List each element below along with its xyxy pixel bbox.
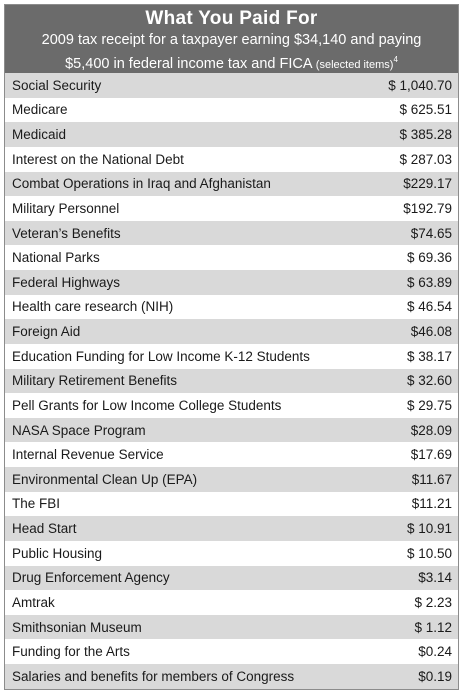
row-label: Amtrak [12, 594, 55, 610]
row-label: Internal Revenue Service [12, 447, 164, 463]
table-row: Veteran’s Benefits $74.65 [5, 220, 458, 246]
table-row: Federal Highways $ 63.89 [5, 270, 458, 295]
row-amount: $ 10.91 [406, 521, 452, 537]
row-label: Military Personnel [12, 200, 120, 216]
row-amount: $ 385.28 [399, 127, 452, 143]
table-row: Pell Grants for Low Income College Stude… [5, 393, 458, 418]
row-amount: $ 1,040.70 [388, 77, 452, 93]
row-amount: $0.24 [418, 644, 452, 660]
table-subtitle-line2: $5,400 in federal income tax and FICA (s… [5, 50, 458, 75]
row-label: Medicaid [12, 127, 67, 143]
table-row: Military Retirement Benefits $ 32.60 [5, 368, 458, 394]
table-row: Public Housing $ 10.50 [5, 541, 458, 566]
table-row: Interest on the National Debt $ 287.03 [5, 147, 458, 172]
table-row: The FBI $11.21 [5, 492, 458, 517]
table-row: Military Personnel $192.79 [5, 196, 458, 221]
row-label: The FBI [12, 496, 61, 512]
row-label: Federal Highways [12, 274, 121, 290]
table-row: Foreign Aid $46.08 [5, 319, 458, 344]
subtitle-line2-text: $5,400 in federal income tax and FICA [65, 55, 312, 72]
row-label: Interest on the National Debt [12, 151, 184, 167]
tax-receipt-table: What You Paid For 2009 tax receipt for a… [4, 4, 459, 690]
row-amount: $28.09 [410, 422, 452, 438]
row-amount: $ 625.51 [399, 102, 452, 118]
subtitle-note: (selected items) [315, 58, 394, 71]
row-amount: $ 1.12 [414, 619, 452, 635]
table-row: Internal Revenue Service $17.69 [5, 442, 458, 467]
table-row: Funding for the Arts $0.24 [5, 639, 458, 664]
row-label: Pell Grants for Low Income College Stude… [12, 397, 282, 413]
row-label: Medicare [12, 102, 68, 118]
table-title: What You Paid For [145, 8, 318, 29]
row-label: Environmental Clean Up (EPA) [12, 471, 198, 487]
row-label: Head Start [12, 521, 77, 537]
row-label: NASA Space Program [12, 422, 146, 438]
row-amount: $ 46.54 [406, 299, 452, 315]
table-row: Health care research (NIH) $ 46.54 [5, 295, 458, 320]
table-body: Social Security $ 1,040.70 Medicare $ 625.5… [5, 73, 458, 689]
table-row: Environmental Clean Up (EPA) $11.67 [5, 467, 458, 492]
row-amount: $11.67 [411, 471, 452, 487]
table-row: National Parks $ 69.36 [5, 245, 458, 270]
row-amount: $ 69.36 [406, 250, 452, 266]
table-row: Drug Enforcement Agency $3.14 [5, 565, 458, 591]
table-row: Head Start $ 10.91 [5, 516, 458, 541]
row-label: Foreign Aid [12, 324, 81, 340]
table-row: NASA Space Program $28.09 [5, 417, 458, 443]
row-label: Public Housing [12, 545, 103, 561]
row-amount: $ 29.75 [406, 397, 452, 413]
row-label: Drug Enforcement Agency [12, 570, 170, 586]
row-amount: $3.14 [418, 570, 452, 586]
row-amount: $229.17 [403, 176, 452, 192]
table-subtitle-line1: 2009 tax receipt for a taxpayer earning … [41, 32, 422, 48]
row-label: National Parks [12, 250, 100, 266]
table-row: Amtrak $ 2.23 [5, 590, 458, 615]
footnote-marker: 4 [393, 55, 398, 64]
row-amount: $17.69 [410, 447, 452, 463]
row-label: Funding for the Arts [12, 644, 130, 660]
row-amount: $ 10.50 [406, 545, 452, 561]
row-label: Veteran’s Benefits [12, 225, 121, 241]
row-amount: $ 63.89 [406, 274, 452, 290]
table-row: Medicare $ 625.51 [5, 98, 458, 123]
row-amount: $ 32.60 [406, 373, 452, 389]
table-header: What You Paid For 2009 tax receipt for a… [5, 5, 458, 73]
row-amount: $192.79 [403, 200, 452, 216]
table-row: Education Funding for Low Income K-12 St… [5, 344, 458, 369]
row-label: Combat Operations in Iraq and Afghanista… [12, 176, 271, 192]
table-row: Salaries and benefits for members of Con… [5, 664, 458, 689]
table-row: Smithsonian Museum $ 1.12 [5, 614, 458, 640]
row-label: Smithsonian Museum [12, 619, 142, 635]
row-amount: $ 38.17 [406, 348, 452, 364]
row-amount: $74.65 [410, 225, 452, 241]
row-amount: $0.19 [418, 668, 452, 684]
row-amount: $ 287.03 [399, 151, 452, 167]
table-row: Social Security $ 1,040.70 [5, 73, 458, 98]
row-label: Health care research (NIH) [12, 299, 174, 315]
table-row: Combat Operations in Iraq and Afghanista… [5, 171, 458, 197]
row-label: Education Funding for Low Income K-12 St… [12, 348, 310, 364]
row-amount: $ 2.23 [414, 594, 452, 610]
table-row: Medicaid $ 385.28 [5, 122, 458, 147]
row-label: Military Retirement Benefits [12, 373, 178, 389]
row-label: Salaries and benefits for members of Con… [12, 668, 295, 684]
row-amount: $46.08 [410, 324, 452, 340]
row-label: Social Security [12, 77, 102, 93]
row-amount: $11.21 [411, 496, 452, 512]
